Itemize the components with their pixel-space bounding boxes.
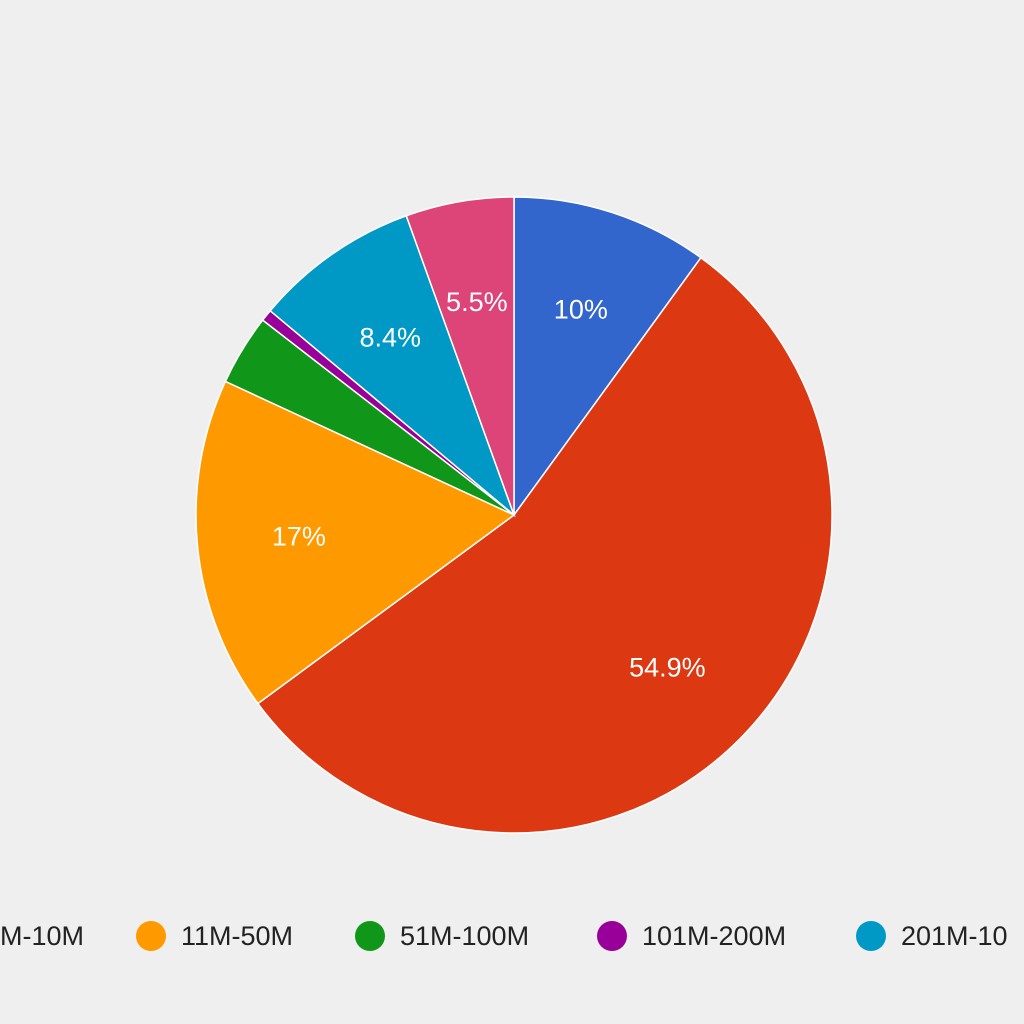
pie-slice-1 xyxy=(256,256,833,834)
legend-label-1: 11M-50M xyxy=(181,921,293,951)
legend-label-3: 101M-200M xyxy=(642,921,786,951)
legend-label-2: 51M-100M xyxy=(400,921,529,951)
legend-swatch-1 xyxy=(136,921,166,951)
slice-labels-layer: 10% 54.9% 17% 8.4% 5.5% xyxy=(272,287,706,682)
pie-slice-2 xyxy=(195,380,516,705)
legend-swatch-2 xyxy=(355,921,385,951)
legend-label-4: 201M-10 xyxy=(901,921,1008,951)
slice-label-6: 5.5% xyxy=(446,287,508,317)
slice-label-0: 10% xyxy=(554,294,608,324)
pie-slice-0 xyxy=(513,196,702,518)
slices-layer xyxy=(195,196,833,834)
legend-swatch-4 xyxy=(856,921,886,951)
slice-label-1: 54.9% xyxy=(629,652,706,682)
legend-label-0: M-10M xyxy=(0,921,84,951)
pie-slice-5 xyxy=(269,214,516,518)
legend: M-10M 11M-50M 51M-100M 101M-200M 201M-10 xyxy=(0,921,1008,951)
slice-label-5: 8.4% xyxy=(359,323,421,353)
pie-slice-6 xyxy=(405,196,515,516)
slice-label-2: 17% xyxy=(272,522,326,552)
legend-swatch-3 xyxy=(597,921,627,951)
